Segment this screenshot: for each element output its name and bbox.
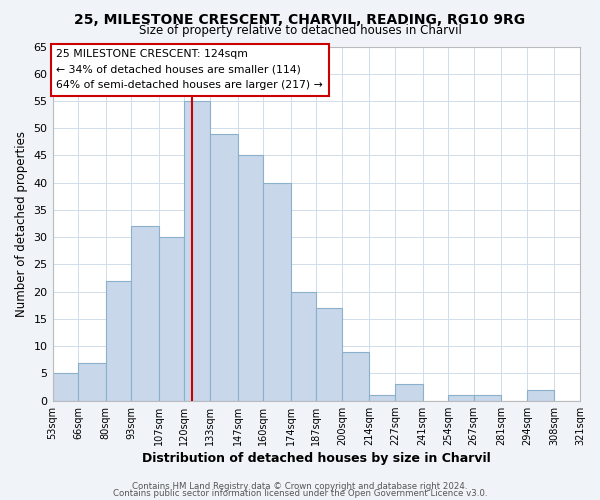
Bar <box>53 374 78 400</box>
Bar <box>78 362 106 401</box>
Bar <box>159 237 184 400</box>
Bar <box>448 395 474 400</box>
Bar <box>316 308 342 400</box>
Bar <box>474 395 501 400</box>
Bar <box>106 281 131 400</box>
Text: 25, MILESTONE CRESCENT, CHARVIL, READING, RG10 9RG: 25, MILESTONE CRESCENT, CHARVIL, READING… <box>74 12 526 26</box>
Text: Contains HM Land Registry data © Crown copyright and database right 2024.: Contains HM Land Registry data © Crown c… <box>132 482 468 491</box>
Bar <box>395 384 422 400</box>
Y-axis label: Number of detached properties: Number of detached properties <box>15 130 28 316</box>
Bar <box>527 390 554 400</box>
Bar <box>238 156 263 400</box>
Bar <box>131 226 159 400</box>
X-axis label: Distribution of detached houses by size in Charvil: Distribution of detached houses by size … <box>142 452 491 465</box>
Bar <box>290 292 316 401</box>
Bar <box>342 352 370 401</box>
Bar <box>184 101 210 400</box>
Bar <box>210 134 238 400</box>
Bar <box>263 182 290 400</box>
Text: Size of property relative to detached houses in Charvil: Size of property relative to detached ho… <box>139 24 461 37</box>
Text: 25 MILESTONE CRESCENT: 124sqm
← 34% of detached houses are smaller (114)
64% of : 25 MILESTONE CRESCENT: 124sqm ← 34% of d… <box>56 49 323 90</box>
Text: Contains public sector information licensed under the Open Government Licence v3: Contains public sector information licen… <box>113 490 487 498</box>
Bar <box>370 395 395 400</box>
